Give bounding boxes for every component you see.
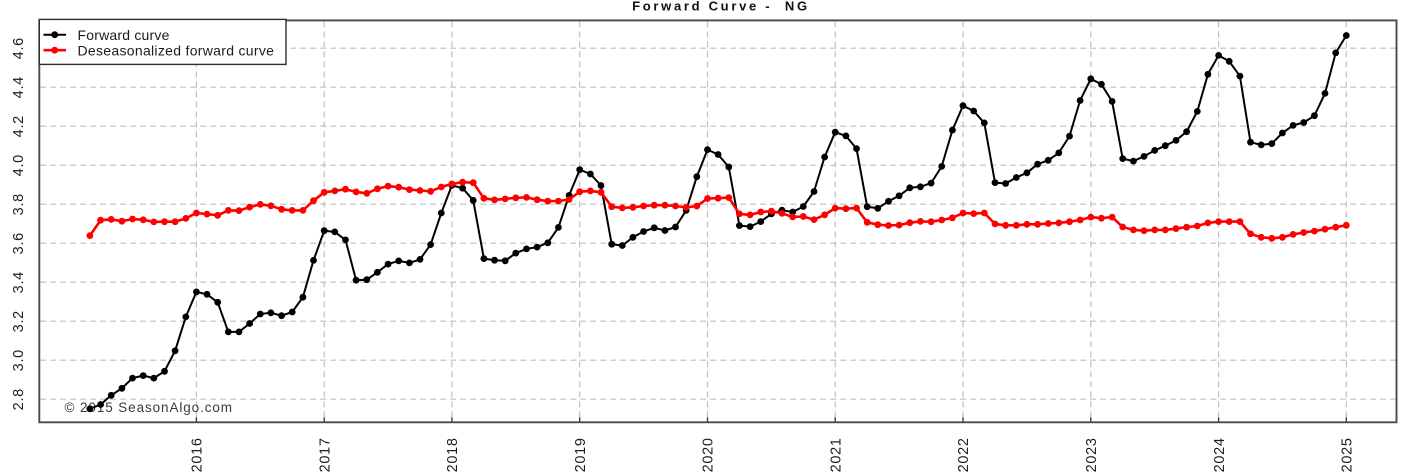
svg-text:2.8: 2.8 bbox=[11, 388, 27, 410]
svg-text:2017: 2017 bbox=[317, 437, 333, 472]
svg-text:3.6: 3.6 bbox=[11, 232, 27, 254]
svg-text:4.4: 4.4 bbox=[11, 76, 27, 98]
svg-text:4.2: 4.2 bbox=[11, 115, 27, 137]
svg-text:2022: 2022 bbox=[956, 437, 972, 472]
svg-text:3.4: 3.4 bbox=[11, 271, 27, 293]
svg-text:2024: 2024 bbox=[1212, 437, 1228, 472]
svg-text:Deseasonalized forward curve: Deseasonalized forward curve bbox=[78, 42, 275, 58]
svg-text:Forward Curve - NG: Forward Curve - NG bbox=[632, 0, 810, 14]
svg-text:2019: 2019 bbox=[573, 437, 589, 472]
svg-text:Forward curve: Forward curve bbox=[78, 27, 170, 43]
svg-text:2018: 2018 bbox=[445, 437, 461, 472]
svg-text:4.0: 4.0 bbox=[11, 154, 27, 176]
svg-text:2016: 2016 bbox=[190, 437, 206, 472]
svg-text:3.0: 3.0 bbox=[11, 349, 27, 371]
svg-text:3.2: 3.2 bbox=[11, 310, 27, 332]
svg-text:© 2015 SeasonAlgo.com: © 2015 SeasonAlgo.com bbox=[65, 400, 233, 415]
svg-text:2020: 2020 bbox=[701, 437, 717, 472]
svg-text:2021: 2021 bbox=[829, 437, 845, 472]
svg-text:2023: 2023 bbox=[1084, 437, 1100, 472]
svg-text:2025: 2025 bbox=[1340, 437, 1356, 472]
svg-text:4.6: 4.6 bbox=[11, 37, 27, 59]
svg-text:3.8: 3.8 bbox=[11, 193, 27, 215]
